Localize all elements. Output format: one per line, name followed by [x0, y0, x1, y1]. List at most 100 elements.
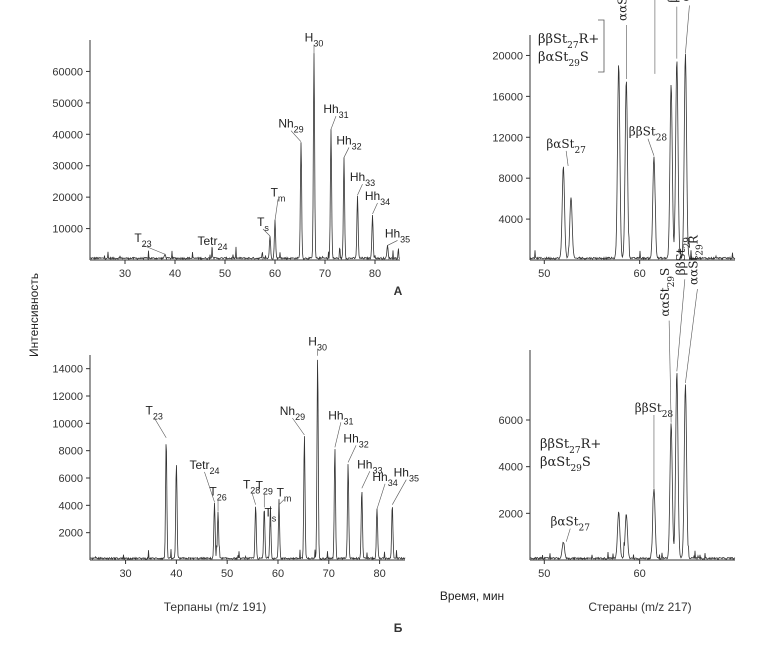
peak-label: Hh32 — [336, 133, 361, 151]
peak-label: T28 — [243, 478, 260, 496]
leader-line — [565, 150, 569, 166]
leader-line — [292, 417, 305, 436]
peak-label: Hh33 — [350, 170, 375, 188]
y-tick-label: 6000 — [499, 415, 523, 427]
note-line: βαSt29S — [540, 455, 591, 474]
chart-A-steranes: 50 60 4000 8000 12000 16000 20000 βαSt27 ββSt28 α… — [492, 0, 736, 280]
leader-line — [685, 288, 698, 384]
peak-label: βαSt27 — [546, 137, 586, 156]
peak-label: Tm — [277, 486, 292, 504]
y-tick-label: 8000 — [499, 173, 523, 185]
y-tick-label: 2000 — [59, 528, 83, 540]
peak-label: T23 — [134, 231, 151, 249]
caption-terpanes: Терпаны (m/z 191) — [164, 600, 266, 614]
peak-label: Ts — [264, 506, 276, 524]
x-tick-label: 50 — [538, 268, 550, 280]
x-tick-label: 60 — [269, 268, 281, 280]
x-tick-label: 60 — [634, 268, 646, 280]
leader-line — [685, 5, 690, 54]
peak-label: βαSt27 — [550, 515, 590, 534]
leader-line — [361, 471, 371, 489]
peak-label: T26 — [209, 485, 226, 503]
peak-label: H30 — [305, 31, 324, 49]
peak-label: Tm — [271, 185, 286, 203]
y-tick-label: 30000 — [52, 161, 83, 173]
y-tick-label: 20000 — [492, 50, 523, 62]
peak-label: ββSt28 — [629, 125, 668, 144]
x-axis-label: Время, мин — [440, 589, 504, 603]
peak-label: T23 — [146, 404, 163, 422]
chart-B-steranes: 50 60 2000 4000 6000 βαSt27 ββSt28 ααSt29S ββSt2… — [499, 234, 736, 580]
peak-label: Hh34 — [372, 470, 397, 488]
peak-label: ββSt28 — [635, 401, 674, 420]
x-tick-label: 50 — [221, 568, 233, 580]
leader-line — [565, 528, 571, 542]
peak-label: Nh29 — [280, 404, 305, 422]
x-tick-label: 40 — [170, 568, 182, 580]
peak-label: H30 — [308, 335, 327, 353]
peak-label: Hh31 — [323, 102, 348, 120]
y-tick-label: 4000 — [59, 500, 83, 512]
leader-line — [668, 320, 672, 423]
peak-label: Ts — [257, 215, 269, 233]
peak-label: Tetr24 — [197, 234, 227, 252]
chart-B-terpanes: 30 40 50 60 70 80 2000 4000 6000 8000 10000 12000 14… — [52, 335, 419, 580]
y-tick-label: 10000 — [52, 418, 83, 430]
y-tick-label: 6000 — [59, 473, 83, 485]
x-tick-label: 70 — [319, 268, 331, 280]
peak-label: Tetr24 — [189, 458, 219, 476]
peak-label: Hh34 — [365, 189, 390, 207]
bracket-note-line: βαSt29S — [538, 50, 589, 69]
peak-label: Hh35 — [385, 226, 410, 244]
peak-label: Hh32 — [343, 431, 368, 449]
bracket — [598, 19, 605, 73]
panel-letter-a: А — [394, 284, 403, 298]
x-tick-label: 70 — [323, 568, 335, 580]
x-tick-label: 50 — [219, 268, 231, 280]
leader-line — [347, 445, 357, 463]
leader-line — [251, 491, 256, 505]
leader-line — [153, 417, 167, 438]
y-tick-label: 8000 — [59, 446, 83, 458]
x-tick-label: 80 — [369, 268, 381, 280]
leader-line — [204, 471, 215, 503]
y-tick-label: 4000 — [499, 214, 523, 226]
peak-label: ααSt29R — [678, 0, 697, 1]
leader-line — [392, 479, 407, 505]
peak-label: ββSt29 — [674, 237, 693, 276]
y-tick-label: 60000 — [52, 66, 83, 78]
y-tick-label: 40000 — [52, 129, 83, 141]
trace-line — [89, 359, 406, 561]
leader-line — [647, 138, 655, 156]
leader-line — [334, 422, 342, 448]
y-tick-label: 20000 — [52, 192, 83, 204]
y-tick-label: 10000 — [52, 224, 83, 236]
leader-line — [372, 202, 378, 215]
peak-label: ααSt29R — [686, 234, 705, 285]
trace-line — [90, 53, 401, 261]
leader-line — [357, 184, 363, 196]
x-tick-label: 30 — [119, 268, 131, 280]
chart-A-terpanes: 30 40 50 60 70 80 10000 20000 30000 40000 50000 600… — [52, 31, 410, 280]
x-tick-label: 60 — [634, 568, 646, 580]
x-tick-label: 80 — [373, 568, 385, 580]
x-tick-label: 40 — [169, 268, 181, 280]
x-tick-label: 50 — [538, 568, 550, 580]
leader-line — [262, 228, 271, 237]
trace-line — [529, 53, 736, 261]
peak-label: ααSt29S — [658, 268, 677, 317]
y-tick-label: 12000 — [492, 132, 523, 144]
leader-line — [330, 116, 337, 130]
leader-line — [278, 499, 285, 505]
x-tick-label: 30 — [119, 568, 131, 580]
peak-label: ααSt27R — [615, 0, 634, 21]
y-tick-label: 12000 — [52, 391, 83, 403]
peak-label: Hh33 — [357, 457, 382, 475]
x-tick-label: 60 — [272, 568, 284, 580]
y-tick-label: 4000 — [499, 462, 523, 474]
y-tick-label: 50000 — [52, 98, 83, 110]
y-tick-label: 2000 — [499, 508, 523, 520]
leader-line — [274, 199, 279, 221]
trace-line — [529, 373, 736, 561]
